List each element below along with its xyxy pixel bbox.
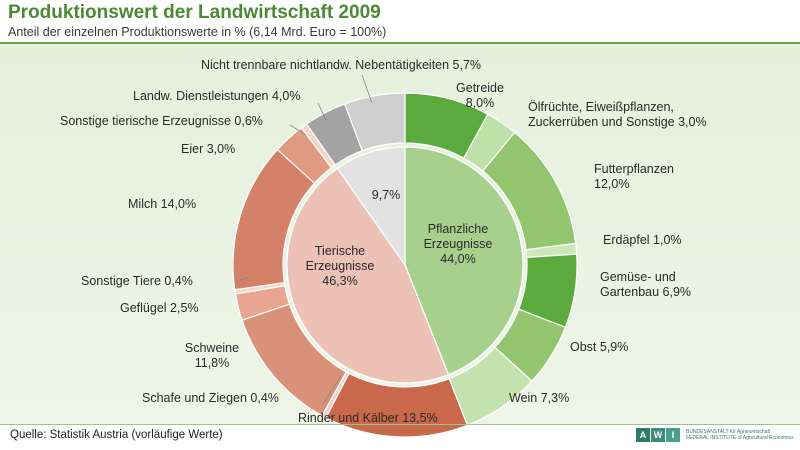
outer-label-line: Obst 5,9% bbox=[570, 340, 628, 354]
logo-letter: W bbox=[651, 428, 665, 442]
inner-slice bbox=[336, 146, 406, 267]
outer-label-line: Nicht trennbare nichtlandw. Nebentätigke… bbox=[201, 58, 481, 72]
outer-label: Rinder und Kälber 13,5% bbox=[298, 411, 438, 425]
outer-label: Sonstige Tiere 0,4% bbox=[81, 274, 193, 288]
outer-label-line: Schafe und Ziegen 0,4% bbox=[142, 391, 279, 405]
inner-label-line: 46,3% bbox=[322, 274, 357, 288]
inner-label-line: 9,7% bbox=[372, 188, 401, 202]
inner-slice bbox=[404, 146, 524, 376]
logo-letter: I bbox=[666, 428, 680, 442]
leader-line bbox=[289, 124, 307, 136]
logo-text: BUNDESANSTALT für Agrarwirtschaft FEDERA… bbox=[686, 429, 794, 441]
outer-label-line: Ölfrüchte, Eiweißpflanzen, bbox=[528, 100, 674, 114]
outer-label: Wein 7,3% bbox=[509, 391, 569, 405]
outer-label-line: Getreide bbox=[456, 81, 504, 95]
inner-label: 9,7% bbox=[372, 188, 401, 202]
outer-label-line: 11,8% bbox=[195, 356, 230, 370]
leader-line bbox=[361, 74, 373, 104]
awi-logo: A W I BUNDESANSTALT für Agrarwirtschaft … bbox=[636, 427, 794, 443]
outer-label: Landw. Dienstleistungen 4,0% bbox=[133, 89, 300, 103]
outer-label: Nicht trennbare nichtlandw. Nebentätigke… bbox=[201, 58, 481, 72]
outer-label: Eier 3,0% bbox=[181, 142, 235, 156]
outer-label: Obst 5,9% bbox=[570, 340, 628, 354]
outer-label-line: 12,0% bbox=[594, 177, 629, 191]
outer-label: Getreide 8,0% bbox=[456, 81, 504, 110]
logo-text-line: BUNDESANSTALT für Agrarwirtschaft bbox=[686, 429, 771, 435]
logo-letter: A bbox=[636, 428, 650, 442]
outer-label-line: Eier 3,0% bbox=[181, 142, 235, 156]
outer-label-line: Rinder und Kälber 13,5% bbox=[298, 411, 438, 425]
outer-label-line: Schweine bbox=[185, 341, 239, 355]
outer-label-line: Sonstige tierische Erzeugnisse 0,6% bbox=[60, 114, 263, 128]
outer-label: Futterpflanzen 12,0% bbox=[594, 162, 674, 191]
inner-slice bbox=[286, 167, 450, 384]
outer-label: Gemüse- und Gartenbau 6,9% bbox=[600, 270, 691, 299]
outer-label-line: Gemüse- und bbox=[600, 270, 676, 284]
leader-line bbox=[317, 102, 327, 121]
outer-label: Geflügel 2,5% bbox=[120, 301, 199, 315]
inner-label-line: Erzeugnisse bbox=[424, 237, 493, 251]
outer-label: Schweine 11,8% bbox=[185, 341, 239, 370]
outer-label-line: 8,0% bbox=[466, 96, 495, 110]
outer-label-line: Geflügel 2,5% bbox=[120, 301, 199, 315]
logo-text-line: FEDERAL INSTITUTE of Agricultural Econom… bbox=[686, 435, 794, 441]
outer-label-line: Landw. Dienstleistungen 4,0% bbox=[133, 89, 300, 103]
outer-label: Sonstige tierische Erzeugnisse 0,6% bbox=[60, 114, 263, 128]
outer-label: Milch 14,0% bbox=[128, 197, 196, 211]
outer-label-line: Zuckerrüben und Sonstige 3,0% bbox=[528, 115, 707, 129]
title-rule bbox=[0, 42, 800, 44]
chart-title: Produktionswert der Landwirtschaft 2009 bbox=[8, 2, 381, 23]
outer-label-line: Sonstige Tiere 0,4% bbox=[81, 274, 193, 288]
chart-subtitle: Anteil der einzelnen Produktionswerte in… bbox=[8, 25, 387, 39]
inner-label-line: Pflanzliche bbox=[428, 222, 488, 236]
outer-label: Erdäpfel 1,0% bbox=[603, 233, 682, 247]
inner-label: Tierische Erzeugnisse 46,3% bbox=[306, 244, 375, 288]
inner-label-line: Tierische bbox=[315, 244, 365, 258]
inner-label-line: Erzeugnisse bbox=[306, 259, 375, 273]
outer-label: Schafe und Ziegen 0,4% bbox=[142, 391, 279, 405]
outer-label-line: Erdäpfel 1,0% bbox=[603, 233, 682, 247]
leader-line bbox=[322, 375, 342, 405]
leader-line bbox=[234, 276, 251, 283]
outer-label-line: Milch 14,0% bbox=[128, 197, 196, 211]
outer-slice bbox=[343, 92, 406, 152]
source-note: Quelle: Statistik Austria (vorläufige We… bbox=[10, 429, 223, 441]
inner-label: Pflanzliche Erzeugnisse 44,0% bbox=[424, 222, 493, 266]
outer-label-line: Wein 7,3% bbox=[509, 391, 569, 405]
footer-rule bbox=[0, 424, 800, 425]
inner-label-line: 44,0% bbox=[440, 252, 475, 266]
outer-label-line: Gartenbau 6,9% bbox=[600, 285, 691, 299]
outer-label-line: Futterpflanzen bbox=[594, 162, 674, 176]
outer-label: Ölfrüchte, Eiweißpflanzen, Zuckerrüben un… bbox=[528, 100, 707, 129]
